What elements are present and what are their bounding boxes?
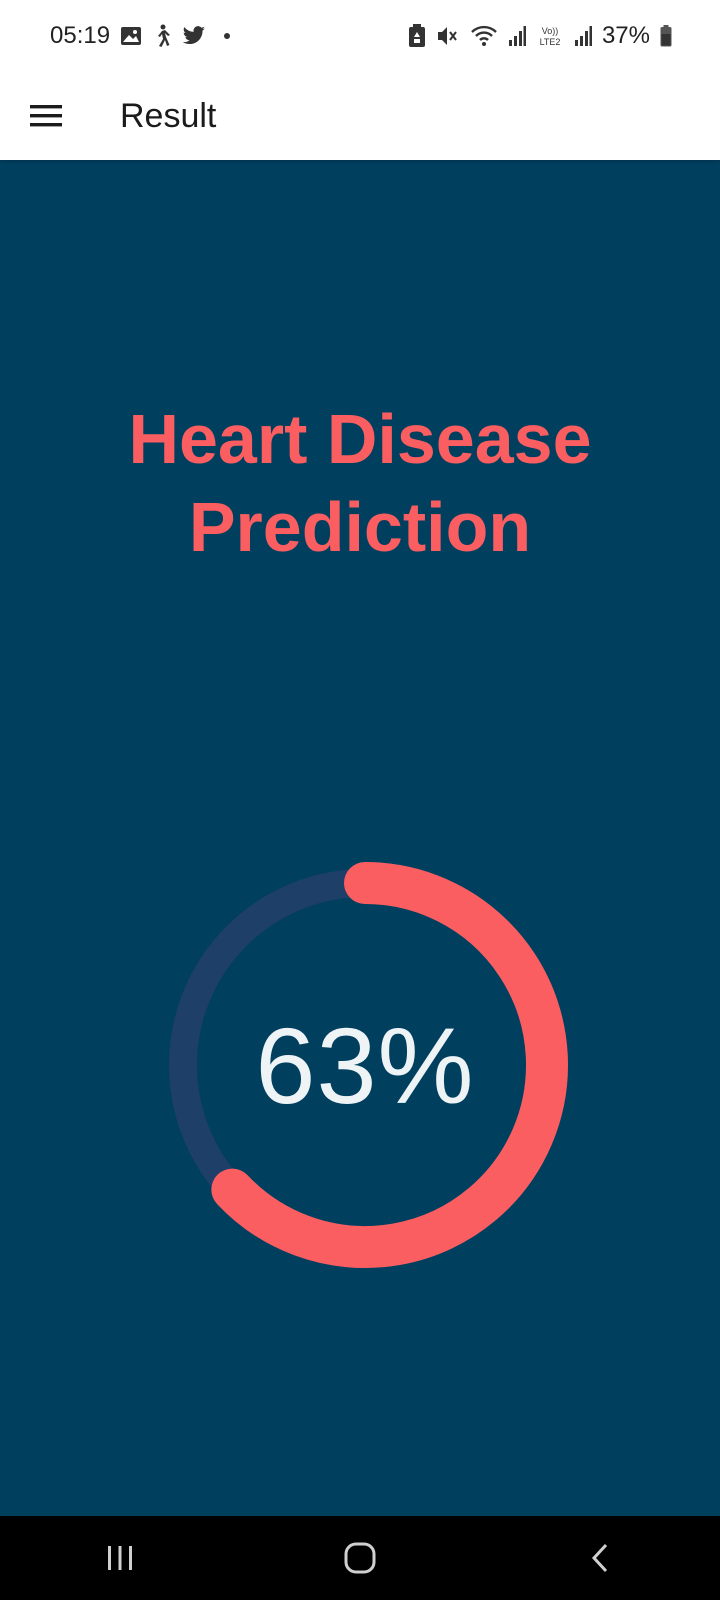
menu-button[interactable] <box>0 72 92 160</box>
app-bar: Result <box>0 72 720 160</box>
notification-dot <box>224 33 231 39</box>
prediction-gauge: 63% <box>160 860 570 1270</box>
gauge-svg <box>169 862 568 1268</box>
signal-icon <box>508 26 526 46</box>
prediction-heading: Heart Disease Prediction <box>0 395 720 571</box>
heading-line-2: Prediction <box>188 488 532 566</box>
gallery-icon <box>120 26 142 46</box>
battery-icon <box>660 25 672 47</box>
heading-line-1: Heart Disease <box>128 400 592 478</box>
recent-apps-icon <box>108 1546 132 1570</box>
signal-icon-2 <box>574 26 592 46</box>
status-time: 05:19 <box>50 22 111 49</box>
status-right-group: Vo)) LTE2 37% <box>408 22 672 50</box>
twitter-icon <box>182 26 206 46</box>
back-button[interactable] <box>540 1516 660 1600</box>
back-icon <box>591 1543 608 1573</box>
status-left-group: 05:19 <box>50 22 231 50</box>
system-nav-bar <box>0 1516 720 1600</box>
prediction-percent: 63% <box>255 1004 475 1126</box>
gauge-progress-arc <box>211 862 568 1268</box>
walking-icon <box>152 24 172 48</box>
svg-text:Vo)): Vo)) <box>542 26 559 36</box>
recent-apps-button[interactable] <box>60 1516 180 1600</box>
battery-percent: 37% <box>601 22 650 49</box>
battery-saver-icon <box>408 24 426 48</box>
wifi-icon <box>470 25 498 47</box>
home-icon <box>344 1542 376 1574</box>
volte-icon: Vo)) LTE2 <box>536 24 564 48</box>
home-button[interactable] <box>300 1516 420 1600</box>
status-bar: 05:19 Vo)) LTE2 37% <box>0 0 720 72</box>
result-content: Heart Disease Prediction 63% <box>0 160 720 1516</box>
page-title: Result <box>120 96 217 135</box>
mute-icon <box>436 25 460 47</box>
svg-text:LTE2: LTE2 <box>540 37 561 47</box>
hamburger-menu-icon <box>30 105 62 127</box>
